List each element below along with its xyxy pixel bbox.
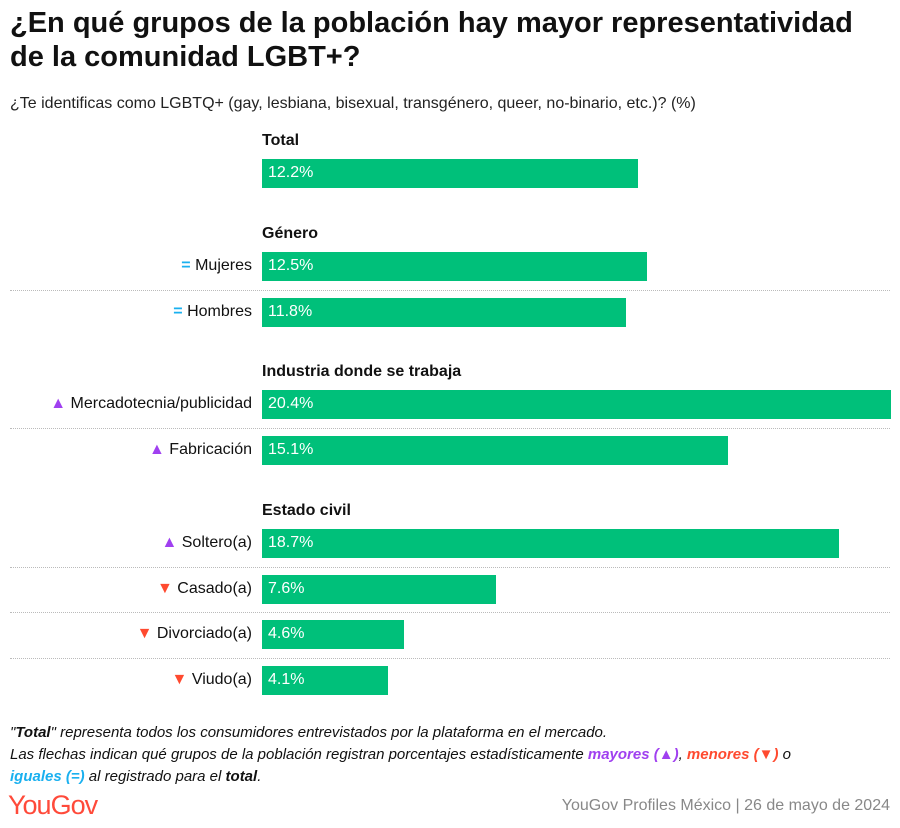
bar: 4.6% xyxy=(262,620,404,649)
bar: 12.5% xyxy=(262,252,648,281)
source-text: YouGov Profiles México | 26 de mayo de 2… xyxy=(561,797,890,814)
row-divider xyxy=(10,566,890,568)
chart-title: ¿En qué grupos de la población hay mayor… xyxy=(10,7,853,73)
triangle-up-icon: ▲ xyxy=(50,395,71,412)
note-line1: representa todos los consumidores entrev… xyxy=(55,724,608,741)
category-label: ▲ Mercadotecnia/publicidad xyxy=(50,395,252,413)
bar: 12.2% xyxy=(262,159,639,188)
group-header: Industria donde se trabaja xyxy=(262,363,462,380)
total-bold: Total xyxy=(15,724,51,741)
bar-value-label: 11.8% xyxy=(268,302,313,320)
category-label: ▼ Viudo(a) xyxy=(172,671,252,689)
row-divider xyxy=(10,612,890,613)
bar-value-label: 12.5% xyxy=(268,257,314,274)
equal-icon: = xyxy=(181,257,196,274)
triangle-down-icon: ▼ xyxy=(157,579,178,597)
bar-value-label: 4.1% xyxy=(268,670,305,688)
bar-chart: Total 12.2% Género 12.5% = Mujeres 11.8% = Hom… xyxy=(10,132,891,695)
category-label: ▲ Fabricación xyxy=(149,441,252,459)
bar-value-label: 4.6% xyxy=(268,625,305,642)
yougov-logo: YouGov xyxy=(8,790,98,820)
row-divider xyxy=(10,427,890,429)
bar-value-label: 12.2% xyxy=(268,164,314,181)
group-header: Estado civil xyxy=(262,502,351,519)
bar: 15.1% xyxy=(262,435,728,465)
row-divider xyxy=(10,289,890,291)
period: . xyxy=(257,768,262,785)
group-header: Género xyxy=(262,225,319,242)
category-text: Divorciado(a) xyxy=(156,625,252,642)
footnotes: "Total" representa todos los consumidore… xyxy=(10,722,895,788)
group-header: Total xyxy=(262,132,300,149)
triangle-up-icon: ▲ xyxy=(161,534,182,551)
category-label: ▼ Casado(a) xyxy=(157,580,252,598)
bar: 4.1% xyxy=(262,665,389,695)
comma: , xyxy=(678,746,687,763)
or-text: o xyxy=(778,746,791,763)
category-text: Fabricación xyxy=(169,440,252,458)
legend-equal: iguales (=) xyxy=(10,768,85,785)
category-label: ▲ Soltero(a) xyxy=(161,534,252,552)
bar: 20.4% xyxy=(262,390,891,419)
row-divider xyxy=(10,657,890,659)
note-line3: al registrado para el xyxy=(84,768,226,785)
legend-higher: mayores (▲) xyxy=(587,746,679,763)
legend-lower: menores (▼) xyxy=(686,746,779,763)
equal-icon: = xyxy=(173,302,188,320)
bar-value-label: 15.1% xyxy=(268,440,314,458)
category-label: ▼ Divorciado(a) xyxy=(137,625,252,643)
category-label: = Mujeres xyxy=(181,257,252,275)
chart-subtitle: ¿Te identificas como LGBTQ+ (gay, lesbia… xyxy=(10,95,696,112)
category-text: Viudo(a) xyxy=(191,670,252,688)
category-text: Casado(a) xyxy=(177,579,252,597)
triangle-down-icon: ▼ xyxy=(136,625,157,642)
category-text: Soltero(a) xyxy=(181,534,252,551)
bar: 7.6% xyxy=(262,574,497,604)
bar: 18.7% xyxy=(262,529,839,558)
total-bold: total xyxy=(225,768,258,785)
quote: " xyxy=(50,724,56,741)
bar: 11.8% xyxy=(262,297,626,327)
category-text: Mercadotecnia/publicidad xyxy=(70,395,252,412)
note-line2: Las flechas indican qué grupos de la pob… xyxy=(10,746,588,763)
bar-value-label: 20.4% xyxy=(268,395,314,412)
triangle-down-icon: ▼ xyxy=(171,670,192,688)
category-text: Hombres xyxy=(187,302,252,320)
bar-value-label: 7.6% xyxy=(268,579,305,597)
triangle-up-icon: ▲ xyxy=(149,440,170,458)
category-label: = Hombres xyxy=(173,303,252,321)
category-text: Mujeres xyxy=(195,257,252,274)
quote: " xyxy=(10,724,16,741)
bar-value-label: 18.7% xyxy=(268,534,314,551)
